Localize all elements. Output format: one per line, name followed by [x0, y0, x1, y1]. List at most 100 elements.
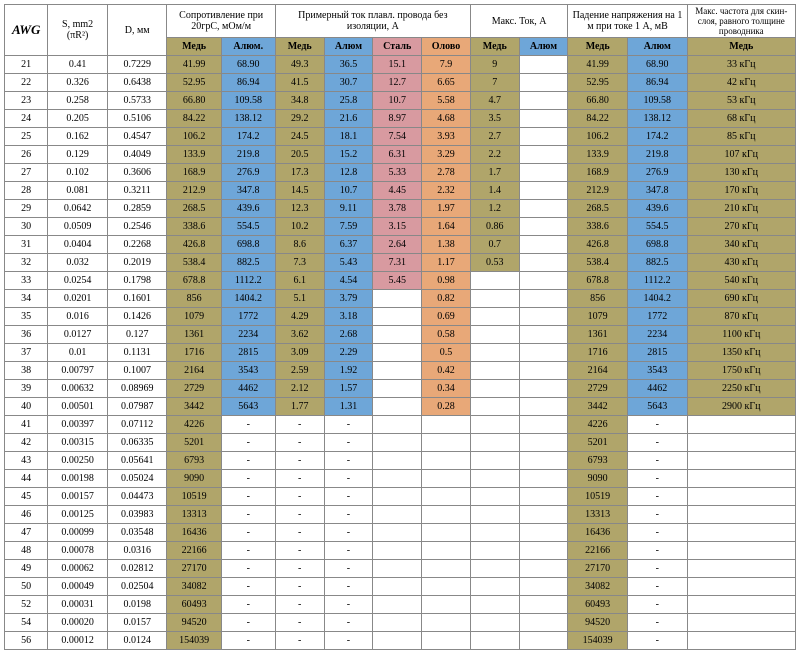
cell [373, 596, 422, 614]
table-row: 560.000120.0124154039---154039- [5, 632, 796, 650]
cell [470, 632, 519, 650]
cell [519, 632, 568, 650]
cell: - [275, 488, 324, 506]
cell [373, 614, 422, 632]
cell: - [627, 434, 687, 452]
cell: - [221, 542, 275, 560]
cell: 270 кГц [687, 218, 795, 236]
cell: 6793 [167, 452, 221, 470]
cell: 0.03983 [107, 506, 167, 524]
cell [519, 92, 568, 110]
cell: 1716 [167, 344, 221, 362]
cell: - [221, 560, 275, 578]
cell: 10.7 [373, 92, 422, 110]
cell: 3.79 [324, 290, 373, 308]
cell: 0.82 [422, 290, 471, 308]
cell: 3442 [568, 398, 628, 416]
cell: 4462 [221, 380, 275, 398]
cell [519, 128, 568, 146]
table-row: 410.003970.071124226---4226- [5, 416, 796, 434]
cell: 856 [568, 290, 628, 308]
cell [519, 488, 568, 506]
cell: 1.38 [422, 236, 471, 254]
cell: 698.8 [627, 236, 687, 254]
cell: 0.05641 [107, 452, 167, 470]
cell: 1112.2 [221, 272, 275, 290]
cell: 109.58 [221, 92, 275, 110]
cell: 540 кГц [687, 272, 795, 290]
cell: 338.6 [167, 218, 221, 236]
cell: 0.58 [422, 326, 471, 344]
cell: 33 [5, 272, 48, 290]
cell: 1.4 [470, 182, 519, 200]
cell: 0.03548 [107, 524, 167, 542]
cell: 439.6 [627, 200, 687, 218]
cell: 690 кГц [687, 290, 795, 308]
cell: 1361 [568, 326, 628, 344]
cell: 0.016 [48, 308, 108, 326]
cell: 3.78 [373, 200, 422, 218]
cell: 41.5 [275, 74, 324, 92]
cell: 68.90 [627, 56, 687, 74]
cell: 1.7 [470, 164, 519, 182]
cell [422, 470, 471, 488]
cell: 0.00078 [48, 542, 108, 560]
cell: 47 [5, 524, 48, 542]
cell: 0.205 [48, 110, 108, 128]
cell [519, 470, 568, 488]
cell: 18.1 [324, 128, 373, 146]
cell: 1079 [568, 308, 628, 326]
cell: - [221, 452, 275, 470]
cell: - [221, 506, 275, 524]
cell: 0.0198 [107, 596, 167, 614]
cell [422, 506, 471, 524]
cell: 0.6438 [107, 74, 167, 92]
cell: 106.2 [568, 128, 628, 146]
cell: 0.0316 [107, 542, 167, 560]
cell: 0.0254 [48, 272, 108, 290]
cell: 1.57 [324, 380, 373, 398]
table-row: 430.002500.056416793---6793- [5, 452, 796, 470]
cell [519, 272, 568, 290]
table-row: 420.003150.063355201---5201- [5, 434, 796, 452]
hdr-s: S, mm2 (πR²) [48, 5, 108, 56]
table-row: 330.02540.1798678.81112.26.14.545.450.98… [5, 272, 796, 290]
cell: - [324, 596, 373, 614]
cell: 1.17 [422, 254, 471, 272]
cell: 678.8 [568, 272, 628, 290]
cell: 338.6 [568, 218, 628, 236]
cell [470, 470, 519, 488]
cell [422, 434, 471, 452]
cell: 2164 [568, 362, 628, 380]
cell: 2.2 [470, 146, 519, 164]
cell: 0.86 [470, 218, 519, 236]
cell: - [221, 488, 275, 506]
cell: - [324, 614, 373, 632]
cell: 25 [5, 128, 48, 146]
cell: 52.95 [167, 74, 221, 92]
cell: 94520 [568, 614, 628, 632]
cell: 0.5 [422, 344, 471, 362]
cell: 13313 [568, 506, 628, 524]
cell: 29 [5, 200, 48, 218]
cell [470, 542, 519, 560]
cell: 0.0124 [107, 632, 167, 650]
cell: 0.00397 [48, 416, 108, 434]
cell [373, 470, 422, 488]
cell [422, 416, 471, 434]
cell: 0.2546 [107, 218, 167, 236]
cell [373, 632, 422, 650]
cell: 0.0404 [48, 236, 108, 254]
cell: 0.00501 [48, 398, 108, 416]
cell: 0.41 [48, 56, 108, 74]
cell: 3543 [221, 362, 275, 380]
cell: - [324, 434, 373, 452]
cell: 1.92 [324, 362, 373, 380]
cell [519, 56, 568, 74]
cell [519, 506, 568, 524]
cell: - [275, 416, 324, 434]
cell: 538.4 [568, 254, 628, 272]
cell: 40 [5, 398, 48, 416]
cell [687, 416, 795, 434]
table-row: 450.001570.0447310519---10519- [5, 488, 796, 506]
